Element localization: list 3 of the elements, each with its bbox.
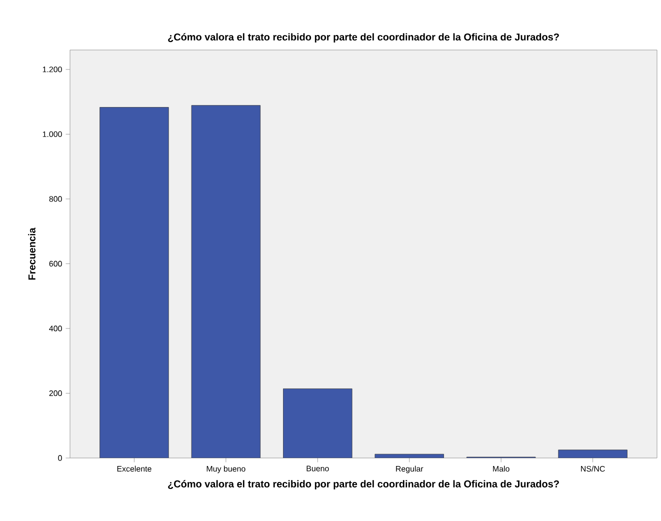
- x-axis-title: ¿Cómo valora el trato recibido por parte del coordinador de la Oficina de Jurados?: [168, 480, 559, 490]
- y-axis-title: Frecuencia: [28, 228, 36, 280]
- chart-title: ¿Cómo valora el trato recibido por parte del coordinador de la Oficina de Jurados?: [168, 33, 559, 42]
